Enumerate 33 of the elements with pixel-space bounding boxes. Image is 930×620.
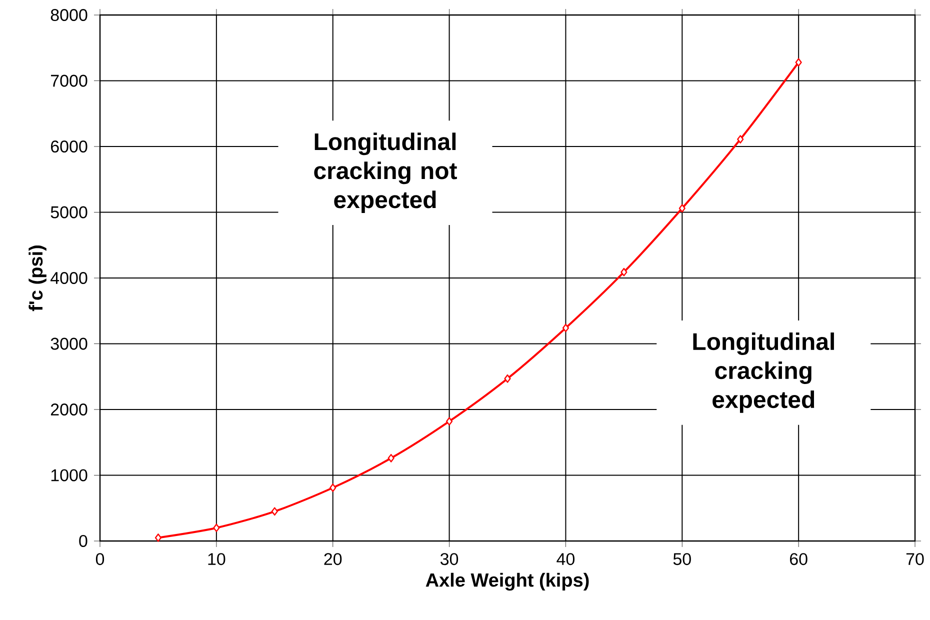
x-tick-label: 20 <box>324 553 342 566</box>
y-axis-title: f'c (psi) <box>28 246 46 312</box>
point <box>737 135 744 144</box>
y-tick-label: 7000 <box>50 74 88 87</box>
x-tick-label: 30 <box>440 553 458 566</box>
y-tick-label: 2000 <box>50 403 88 416</box>
y-tick-label: 1000 <box>51 469 88 482</box>
point <box>330 484 336 492</box>
point <box>620 268 628 276</box>
x-tick-label: 70 <box>906 553 924 566</box>
y-tick-label: 5000 <box>50 206 88 218</box>
y-tick-label: 6000 <box>50 140 88 153</box>
y-tick-label: 3000 <box>50 338 88 350</box>
annotation: Longitudinal cracking expected <box>693 332 834 413</box>
point <box>562 324 570 332</box>
x-axis-title: Axle Weight (kips) <box>426 572 589 591</box>
x-tick-label: 50 <box>673 553 691 566</box>
y-tick-label: 8000 <box>50 9 88 22</box>
point <box>154 534 162 542</box>
point <box>271 507 278 516</box>
annotation: Longitudinal cracking not expected <box>314 132 457 213</box>
x-tick-label: 10 <box>208 553 226 566</box>
x-tick-label: 40 <box>556 553 574 566</box>
x-tick-label: 0 <box>96 553 104 566</box>
point <box>678 204 686 213</box>
point <box>504 374 511 383</box>
point <box>388 454 394 462</box>
point <box>795 58 802 67</box>
y-tick-label: 4000 <box>50 272 88 284</box>
x-tick-label: 60 <box>790 553 808 566</box>
y-tick-label: 0 <box>79 534 88 548</box>
point <box>446 417 453 426</box>
point <box>213 524 220 532</box>
